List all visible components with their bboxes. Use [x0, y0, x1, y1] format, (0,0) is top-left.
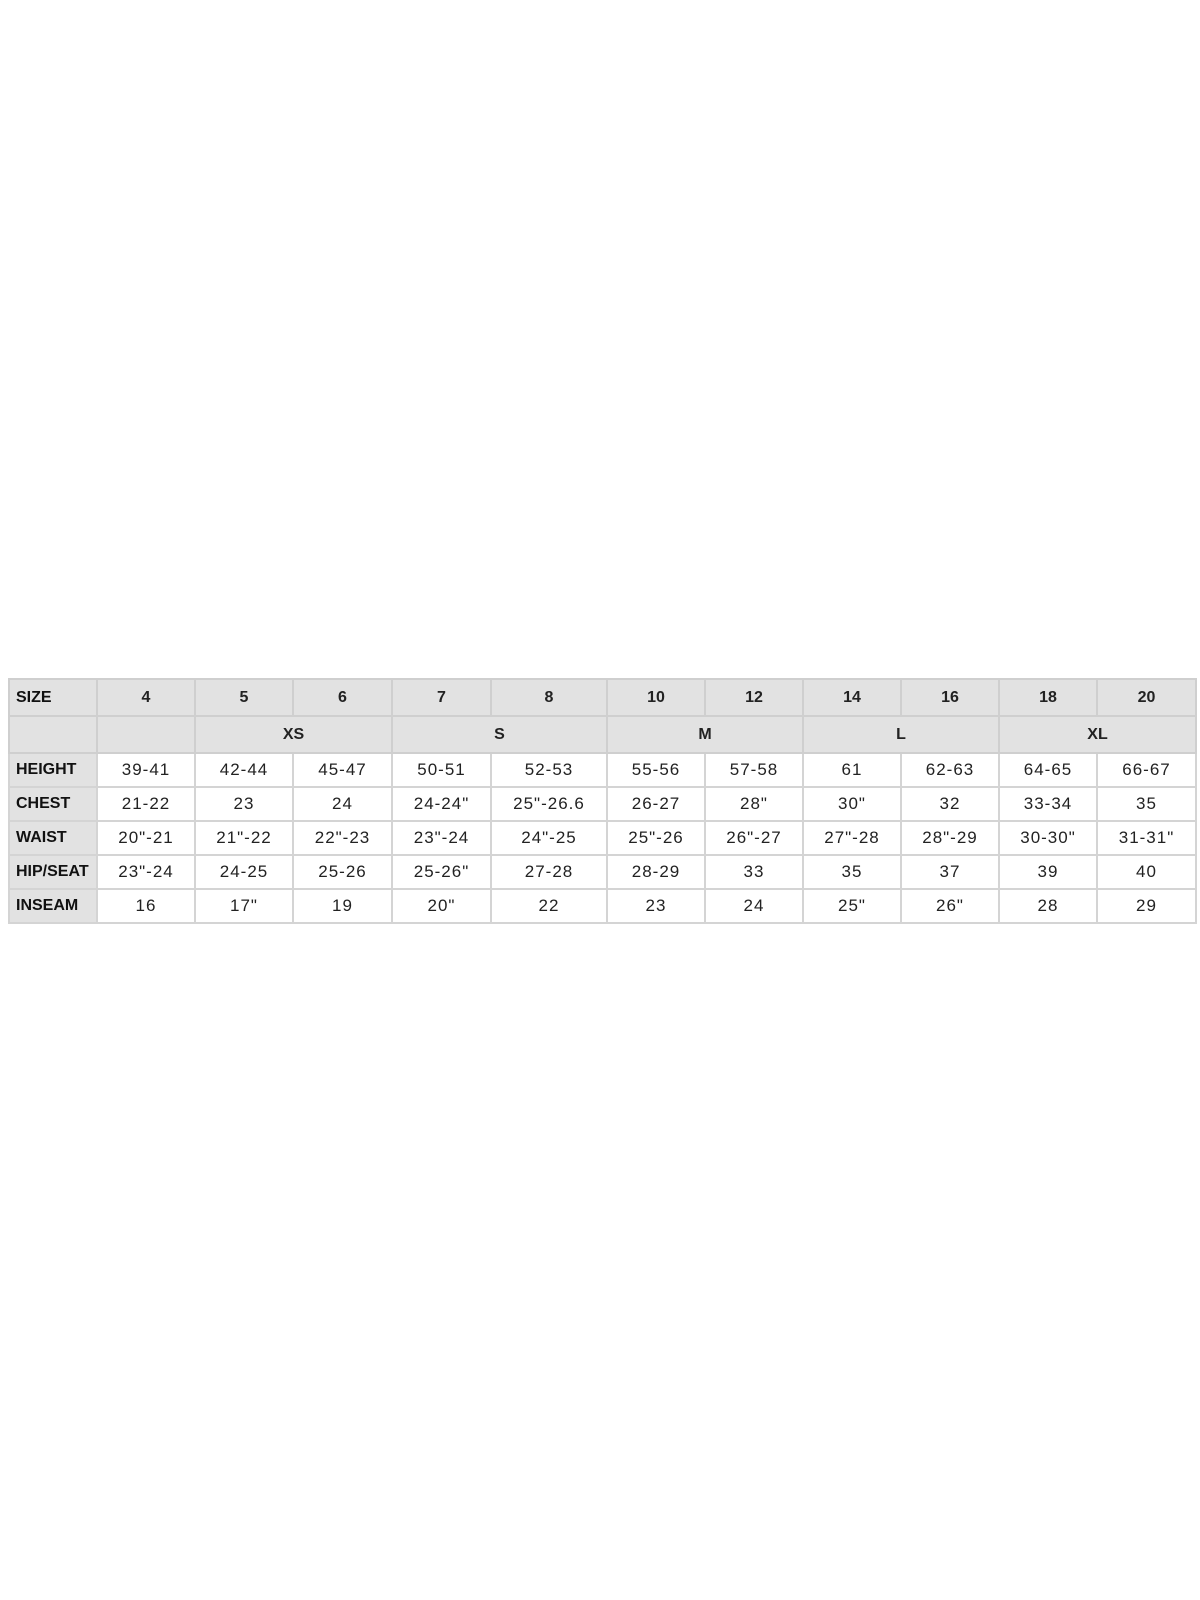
size-chart-table: SIZE 4 5 6 7 8 10 12 14 16 18 20 XS S M L XL HEIGHT 39-41 4…: [8, 678, 1197, 924]
measurement-cell: 17": [194, 888, 294, 924]
measurement-cell: 28": [704, 786, 804, 822]
measurement-cell: 21"-22: [194, 820, 294, 856]
measurement-cell: 21-22: [96, 786, 196, 822]
size-header-cell: 4: [96, 678, 196, 717]
table-row: CHEST 21-22 23 24 24-24" 25"-26.6 26-27 28" 30" 3…: [8, 786, 1197, 822]
measurement-cell: 26-27: [606, 786, 706, 822]
measurement-cell: 55-56: [606, 752, 706, 788]
measurement-cell: 39-41: [96, 752, 196, 788]
row-label: HIP/SEAT: [8, 854, 98, 890]
measurement-cell: 16: [96, 888, 196, 924]
measurement-cell: 50-51: [391, 752, 492, 788]
size-header-row: SIZE 4 5 6 7 8 10 12 14 16 18 20: [8, 678, 1197, 717]
measurement-cell: 26": [900, 888, 1000, 924]
measurement-cell: 27"-28: [802, 820, 902, 856]
measurement-cell: 23"-24: [96, 854, 196, 890]
size-header-cell: 14: [802, 678, 902, 717]
size-header-cell: 6: [292, 678, 393, 717]
row-label: INSEAM: [8, 888, 98, 924]
measurement-cell: 30": [802, 786, 902, 822]
measurement-cell: 22"-23: [292, 820, 393, 856]
size-group-cell: M: [606, 715, 804, 754]
measurement-cell: 25": [802, 888, 902, 924]
measurement-cell: 23"-24: [391, 820, 492, 856]
measurement-cell: 62-63: [900, 752, 1000, 788]
size-header-cell: 10: [606, 678, 706, 717]
measurement-cell: 32: [900, 786, 1000, 822]
size-group-cell: L: [802, 715, 1000, 754]
measurement-cell: 42-44: [194, 752, 294, 788]
size-header-cell: 12: [704, 678, 804, 717]
measurement-cell: 24: [292, 786, 393, 822]
measurement-cell: 61: [802, 752, 902, 788]
measurement-cell: 35: [1096, 786, 1197, 822]
measurement-cell: 25-26": [391, 854, 492, 890]
measurement-cell: 28-29: [606, 854, 706, 890]
measurement-cell: 24-24": [391, 786, 492, 822]
table-row: HEIGHT 39-41 42-44 45-47 50-51 52-53 55-56 57-5…: [8, 752, 1197, 788]
measurement-cell: 22: [490, 888, 608, 924]
measurement-cell: 66-67: [1096, 752, 1197, 788]
measurement-cell: 25"-26: [606, 820, 706, 856]
measurement-cell: 24: [704, 888, 804, 924]
size-group-row: XS S M L XL: [8, 715, 1197, 754]
group-label-empty: [8, 715, 98, 754]
measurement-cell: 20"-21: [96, 820, 196, 856]
measurement-cell: 24"-25: [490, 820, 608, 856]
measurement-cell: 28"-29: [900, 820, 1000, 856]
measurement-cell: 40: [1096, 854, 1197, 890]
row-label: WAIST: [8, 820, 98, 856]
measurement-cell: 37: [900, 854, 1000, 890]
size-header-cell: 20: [1096, 678, 1197, 717]
measurement-cell: 20": [391, 888, 492, 924]
measurement-cell: 23: [606, 888, 706, 924]
measurement-cell: 52-53: [490, 752, 608, 788]
measurement-cell: 39: [998, 854, 1098, 890]
measurement-cell: 30-30": [998, 820, 1098, 856]
measurement-cell: 25-26: [292, 854, 393, 890]
size-header-cell: 18: [998, 678, 1098, 717]
size-group-cell: XS: [194, 715, 393, 754]
size-group-cell: S: [391, 715, 608, 754]
measurement-cell: 28: [998, 888, 1098, 924]
measurement-cell: 57-58: [704, 752, 804, 788]
table-row: WAIST 20"-21 21"-22 22"-23 23"-24 24"-25 25"-2…: [8, 820, 1197, 856]
measurement-cell: 35: [802, 854, 902, 890]
measurement-cell: 33: [704, 854, 804, 890]
size-header-cell: 7: [391, 678, 492, 717]
measurement-cell: 23: [194, 786, 294, 822]
size-header-cell: 16: [900, 678, 1000, 717]
size-header-cell: 8: [490, 678, 608, 717]
size-label: SIZE: [8, 678, 98, 717]
table-row: INSEAM 16 17" 19 20" 22 23 24 25" 26" 28 29: [8, 888, 1197, 924]
measurement-cell: 27-28: [490, 854, 608, 890]
measurement-cell: 25"-26.6: [490, 786, 608, 822]
measurement-cell: 26"-27: [704, 820, 804, 856]
measurement-cell: 33-34: [998, 786, 1098, 822]
size-header-cell: 5: [194, 678, 294, 717]
measurement-cell: 64-65: [998, 752, 1098, 788]
table-row: HIP/SEAT 23"-24 24-25 25-26 25-26" 27-28 28-29…: [8, 854, 1197, 890]
measurement-cell: 29: [1096, 888, 1197, 924]
measurement-cell: 45-47: [292, 752, 393, 788]
row-label: CHEST: [8, 786, 98, 822]
row-label: HEIGHT: [8, 752, 98, 788]
size-group-cell: [96, 715, 196, 754]
measurement-cell: 19: [292, 888, 393, 924]
measurement-cell: 24-25: [194, 854, 294, 890]
measurement-cell: 31-31": [1096, 820, 1197, 856]
size-group-cell: XL: [998, 715, 1197, 754]
